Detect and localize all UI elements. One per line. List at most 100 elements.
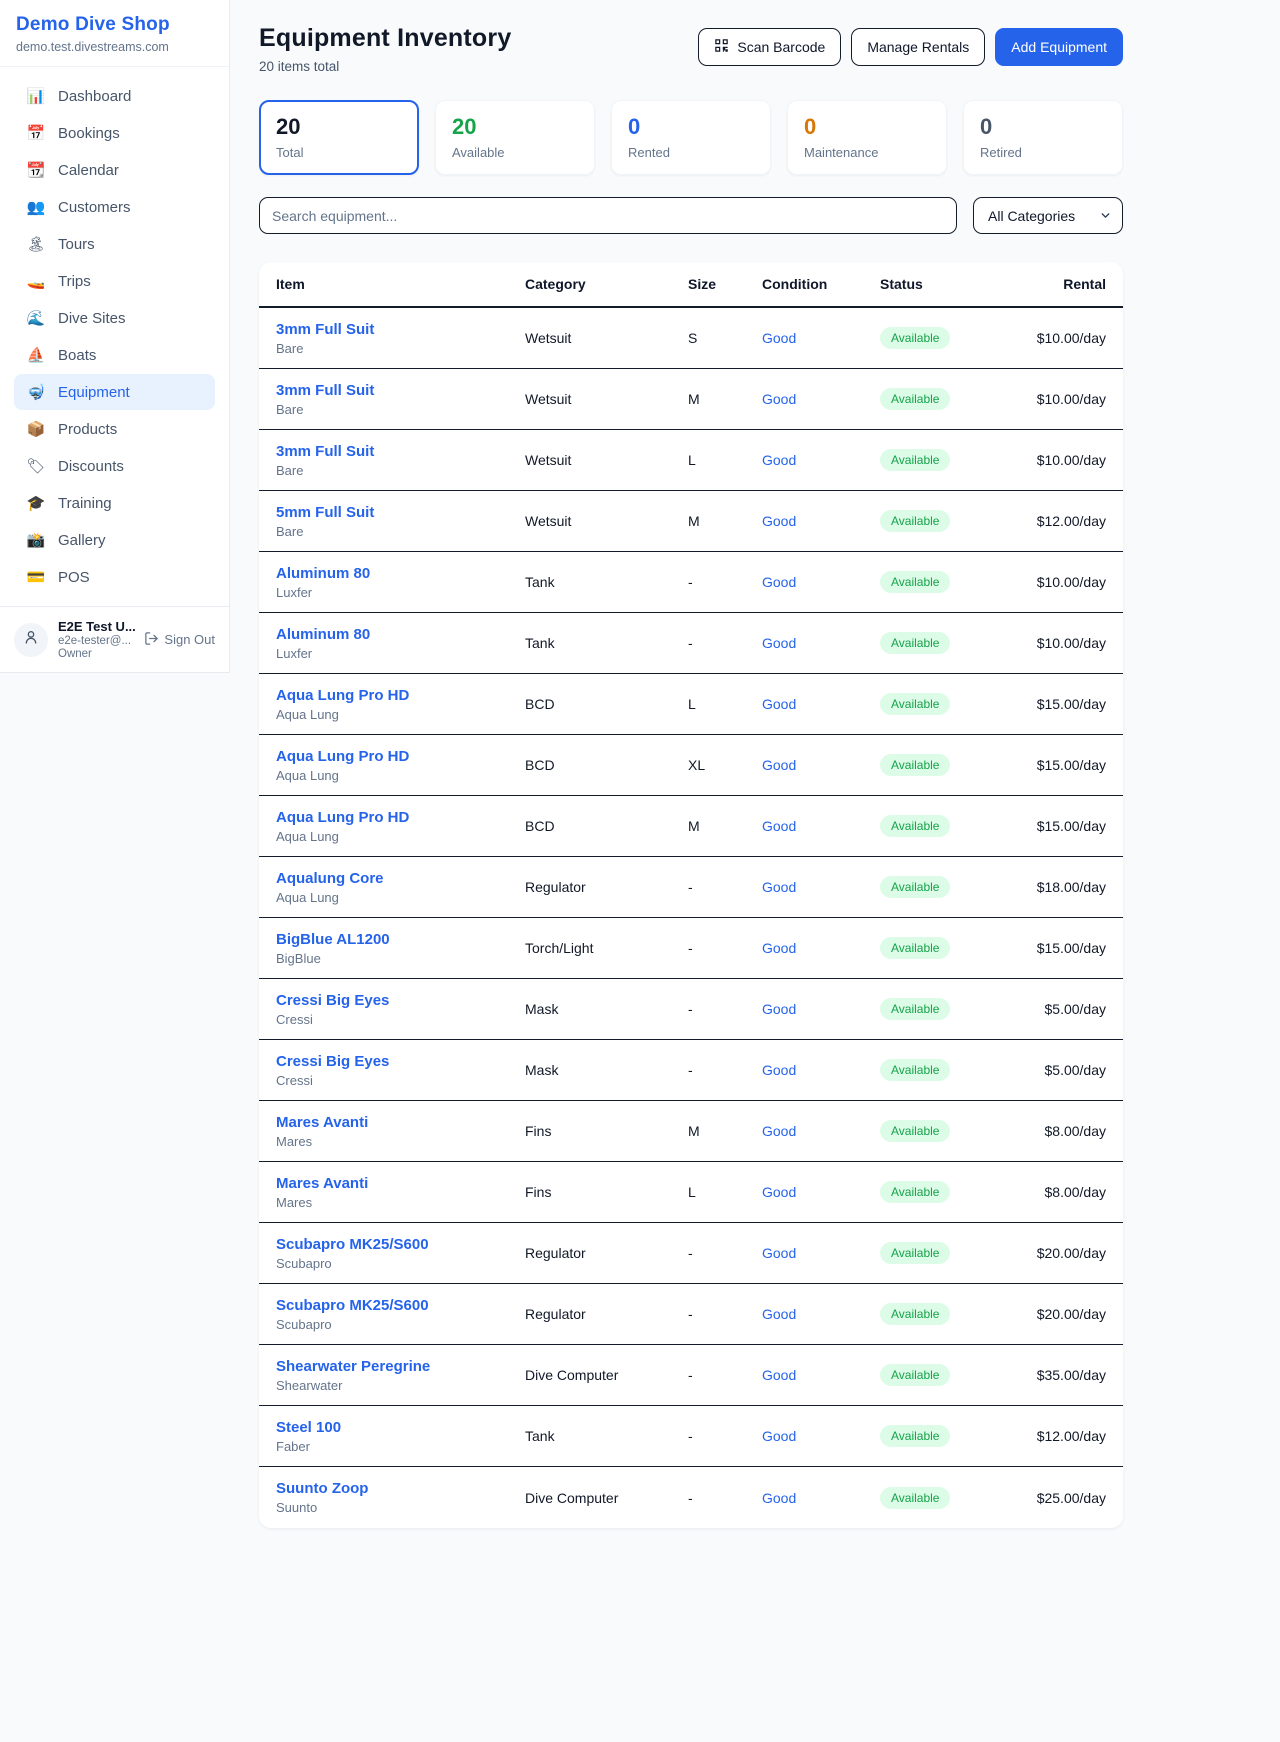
item-name-link[interactable]: Shearwater Peregrine (276, 1357, 431, 1375)
sign-out-label: Sign Out (164, 632, 215, 647)
item-brand: Bare (276, 523, 304, 539)
item-name-link[interactable]: Aqualung Core (276, 869, 384, 887)
sidebar-item-equipment[interactable]: 🤿 Equipment (14, 374, 215, 410)
rental-cell: $10.00/day (1036, 452, 1106, 468)
column-header-item: Item (276, 276, 305, 292)
item-name-link[interactable]: 3mm Full Suit (276, 442, 375, 460)
sidebar-item-dive-sites[interactable]: 🌊 Dive Sites (14, 300, 215, 336)
user-name: E2E Test U... (58, 619, 136, 634)
sidebar-item-pos[interactable]: 💳 POS (14, 559, 215, 595)
item-cell: Suunto Zoop Suunto (276, 1480, 525, 1515)
stat-label: Maintenance (804, 145, 879, 160)
sidebar-item-boats[interactable]: ⛵ Boats (14, 337, 215, 373)
condition-cell: Good (762, 1489, 797, 1506)
status-badge: Available (880, 1425, 951, 1447)
main-content: Equipment Inventory 20 items total Scan … (230, 0, 1280, 1588)
user-block: E2E Test U... e2e-tester@... Owner Sign … (0, 606, 229, 672)
item-name-link[interactable]: 5mm Full Suit (276, 503, 375, 521)
status-cell: Available (880, 815, 1030, 837)
status-cell: Available (880, 754, 1030, 776)
size-cell: S (688, 330, 698, 346)
item-name-link[interactable]: Aluminum 80 (276, 564, 371, 582)
status-badge: Available (880, 937, 951, 959)
item-cell: Aqua Lung Pro HD Aqua Lung (276, 748, 525, 783)
item-name-link[interactable]: BigBlue AL1200 (276, 930, 390, 948)
person-icon (23, 629, 39, 650)
size-cell: - (688, 574, 693, 590)
sidebar-item-trips[interactable]: 🚤 Trips (14, 263, 215, 299)
sign-out-button[interactable]: Sign Out (142, 631, 217, 649)
search-input[interactable] (259, 197, 957, 234)
table-row: 3mm Full Suit Bare Wetsuit S Good Available $1… (259, 308, 1123, 369)
status-cell: Available (880, 1120, 1030, 1142)
item-name-link[interactable]: 3mm Full Suit (276, 381, 375, 399)
item-name-link[interactable]: Aqua Lung Pro HD (276, 808, 410, 826)
logout-icon (144, 631, 159, 649)
sidebar-item-label: Boats (58, 346, 97, 364)
item-name-link[interactable]: Cressi Big Eyes (276, 1052, 390, 1070)
user-role: Owner (58, 648, 92, 660)
condition-cell: Good (762, 940, 797, 956)
item-name-link[interactable]: Mares Avanti (276, 1113, 369, 1131)
sidebar-nav: 📊 Dashboard 📅 Bookings 📆 Calendar 👥 Customers 🏝 T… (0, 67, 229, 606)
item-name-link[interactable]: Aqua Lung Pro HD (276, 686, 410, 704)
tear-off-calendar-icon: 📆 (26, 162, 46, 179)
status-badge: Available (880, 876, 951, 898)
sidebar-item-tours[interactable]: 🏝 Tours (14, 226, 215, 262)
stat-card-retired[interactable]: 0 Retired (963, 100, 1123, 175)
item-name-link[interactable]: Suunto Zoop (276, 1480, 369, 1497)
item-brand: Bare (276, 401, 304, 417)
item-name-link[interactable]: Steel 100 (276, 1418, 342, 1436)
brand-title[interactable]: Demo Dive Shop (16, 14, 170, 35)
item-brand: Luxfer (276, 645, 313, 661)
stat-card-rented[interactable]: 0 Rented (611, 100, 771, 175)
sidebar-item-bookings[interactable]: 📅 Bookings (14, 115, 215, 151)
manage-rentals-button[interactable]: Manage Rentals (851, 28, 986, 66)
table-row: Suunto Zoop Suunto Dive Computer - Good Avail… (259, 1467, 1123, 1528)
status-badge: Available (880, 998, 951, 1020)
table-row: 3mm Full Suit Bare Wetsuit M Good Available $1… (259, 369, 1123, 430)
status-badge: Available (880, 1242, 951, 1264)
table-row: Aqualung Core Aqua Lung Regulator - Good Avai… (259, 857, 1123, 918)
sidebar-item-products[interactable]: 📦 Products (14, 411, 215, 447)
item-name-link[interactable]: Aluminum 80 (276, 625, 371, 643)
table-row: Shearwater Peregrine Shearwater Dive Compu… (259, 1345, 1123, 1406)
table-row: BigBlue AL1200 BigBlue Torch/Light - Good Ava… (259, 918, 1123, 979)
stat-card-total[interactable]: 20 Total (259, 100, 419, 175)
category-cell: BCD (525, 757, 555, 773)
stat-value: 0 (980, 114, 993, 139)
sidebar-item-dashboard[interactable]: 📊 Dashboard (14, 78, 215, 114)
sidebar-item-calendar[interactable]: 📆 Calendar (14, 152, 215, 188)
item-name-link[interactable]: Mares Avanti (276, 1174, 369, 1192)
item-cell: Aluminum 80 Luxfer (276, 626, 525, 661)
sidebar-item-training[interactable]: 🎓 Training (14, 485, 215, 521)
category-select-value: All Categories (988, 207, 1076, 224)
item-name-link[interactable]: Cressi Big Eyes (276, 991, 390, 1009)
sidebar-item-discounts[interactable]: 🏷 Discounts (14, 448, 215, 484)
item-name-link[interactable]: Aqua Lung Pro HD (276, 747, 410, 765)
condition-cell: Good (762, 757, 797, 773)
condition-cell: Good (762, 452, 797, 468)
sidebar-item-customers[interactable]: 👥 Customers (14, 189, 215, 225)
add-equipment-button[interactable]: Add Equipment (995, 28, 1123, 66)
credit-card-icon: 💳 (26, 569, 46, 586)
item-name-link[interactable]: Scubapro MK25/S600 (276, 1235, 429, 1253)
column-header-status: Status (880, 276, 923, 292)
price-tag-icon: 🏷 (26, 458, 46, 475)
size-cell: - (688, 1245, 693, 1261)
stat-card-maintenance[interactable]: 0 Maintenance (787, 100, 947, 175)
category-select[interactable]: All Categories (973, 197, 1123, 234)
stat-card-available[interactable]: 20 Available (435, 100, 595, 175)
scan-barcode-button[interactable]: Scan Barcode (698, 28, 842, 66)
status-badge: Available (880, 327, 951, 349)
item-name-link[interactable]: Scubapro MK25/S600 (276, 1296, 429, 1314)
table-row: Scubapro MK25/S600 Scubapro Regulator - Good… (259, 1284, 1123, 1345)
item-brand: Aqua Lung (276, 706, 339, 722)
item-name-link[interactable]: 3mm Full Suit (276, 320, 375, 338)
column-header-condition: Condition (762, 276, 828, 292)
item-cell: Aqualung Core Aqua Lung (276, 870, 525, 905)
sidebar-item-gallery[interactable]: 📸 Gallery (14, 522, 215, 558)
category-cell: Fins (525, 1184, 552, 1200)
category-cell: Wetsuit (525, 391, 572, 407)
brand-domain: demo.test.divestreams.com (16, 40, 169, 54)
